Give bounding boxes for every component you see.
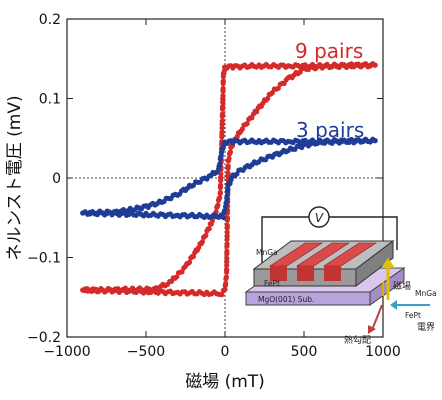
data-point xyxy=(239,126,245,132)
data-point xyxy=(221,140,227,146)
data-point xyxy=(224,241,230,247)
data-point xyxy=(254,109,260,115)
data-point xyxy=(207,221,213,227)
y-axis-title: ネルンスト電圧 (mV) xyxy=(5,95,25,260)
data-point xyxy=(223,280,229,287)
data-point xyxy=(225,170,231,176)
y-tick-label: 0.1 xyxy=(39,92,61,108)
data-point xyxy=(219,134,225,140)
data-point xyxy=(226,155,232,162)
data-point xyxy=(225,163,231,169)
data-point xyxy=(223,274,229,280)
data-point xyxy=(220,88,226,94)
gradient-arrow-icon xyxy=(368,325,376,334)
voltmeter-wire-right xyxy=(329,216,398,250)
meander-stripe-front-1 xyxy=(270,266,287,281)
y-tick-label: −0.2 xyxy=(27,330,61,346)
data-point xyxy=(224,193,230,199)
y-tick-label: 0 xyxy=(52,171,61,187)
series-label-9-pairs: 9 pairs xyxy=(295,39,363,63)
fept-label-right: FePt xyxy=(405,311,421,320)
series-9-pairs-descending-branch xyxy=(80,61,378,295)
data-point xyxy=(181,265,187,271)
data-point xyxy=(227,149,234,155)
series-9-pairs-ascending-branch xyxy=(80,61,378,298)
data-point xyxy=(224,255,230,261)
substrate-label: MgO(001) Sub. xyxy=(258,295,314,304)
data-point xyxy=(224,248,230,254)
y-tick-label: −0.1 xyxy=(27,251,61,267)
data-point xyxy=(217,156,223,162)
data-point xyxy=(200,234,207,240)
data-point xyxy=(224,229,230,235)
field-arrow-icon xyxy=(381,258,395,268)
x-tick-label: −500 xyxy=(127,344,165,360)
series-3-pairs-ascending-branch xyxy=(80,136,378,221)
efield-arrow-icon xyxy=(390,300,397,310)
data-point xyxy=(222,286,228,293)
mnga-label-right: MnGa xyxy=(415,289,437,298)
axis-ticks: −1000 −500 0 500 1000 −0.2 −0.1 0 0.1 0.2 xyxy=(27,12,401,360)
data-point xyxy=(222,64,228,70)
data-point xyxy=(244,121,250,127)
voltmeter-label: V xyxy=(315,211,324,225)
data-point xyxy=(214,204,220,210)
meander-stripe-front-3 xyxy=(324,266,341,281)
x-tick-label: −1000 xyxy=(43,344,90,360)
device-schematic-inset: V MgO(001) Sub. MnGa FePt 磁場 MnGa FePt 電… xyxy=(244,206,437,346)
data-point xyxy=(204,228,210,234)
data-point xyxy=(220,81,226,87)
data-point xyxy=(219,106,226,112)
data-point xyxy=(224,233,230,239)
data-point xyxy=(218,178,224,184)
x-tick-label: 1000 xyxy=(365,344,401,360)
data-point xyxy=(224,267,230,273)
x-tick-label: 500 xyxy=(291,344,318,360)
data-point xyxy=(372,138,378,144)
data-point xyxy=(220,99,226,105)
data-point xyxy=(372,62,378,68)
data-point xyxy=(225,187,231,193)
voltmeter-icon xyxy=(308,206,330,228)
data-point xyxy=(220,214,227,221)
data-point xyxy=(219,292,225,298)
data-point xyxy=(265,95,271,102)
data-point xyxy=(175,270,182,276)
series-label-3-pairs: 3 pairs xyxy=(296,118,364,142)
data-point xyxy=(219,113,225,120)
x-tick-label: 0 xyxy=(221,344,230,360)
gradient-arrow-line xyxy=(371,304,383,331)
data-point xyxy=(217,185,224,191)
efield-label: 電界 xyxy=(417,322,435,333)
data-layer xyxy=(80,61,378,298)
voltmeter-wire-left xyxy=(261,216,309,265)
data-point xyxy=(224,215,230,221)
data-point xyxy=(222,207,228,214)
data-point xyxy=(224,222,230,228)
data-point xyxy=(223,199,230,205)
data-point xyxy=(217,190,223,197)
fept-label-left: FePt xyxy=(264,279,280,288)
data-point xyxy=(275,85,281,91)
data-point xyxy=(218,149,225,155)
data-point xyxy=(220,74,226,80)
data-point xyxy=(188,255,194,261)
data-point xyxy=(219,121,225,127)
y-tick-label: 0.2 xyxy=(39,12,61,28)
x-axis-title: 磁場 (mT) xyxy=(185,372,265,392)
meander-stripe-front-2 xyxy=(297,266,314,281)
film-side xyxy=(355,239,394,288)
gradient-label: 熱勾配 xyxy=(344,334,371,346)
data-point xyxy=(215,197,222,203)
field-label: 磁場 xyxy=(393,280,411,292)
mnga-label-left: MnGa xyxy=(256,248,278,257)
data-point xyxy=(219,125,225,131)
